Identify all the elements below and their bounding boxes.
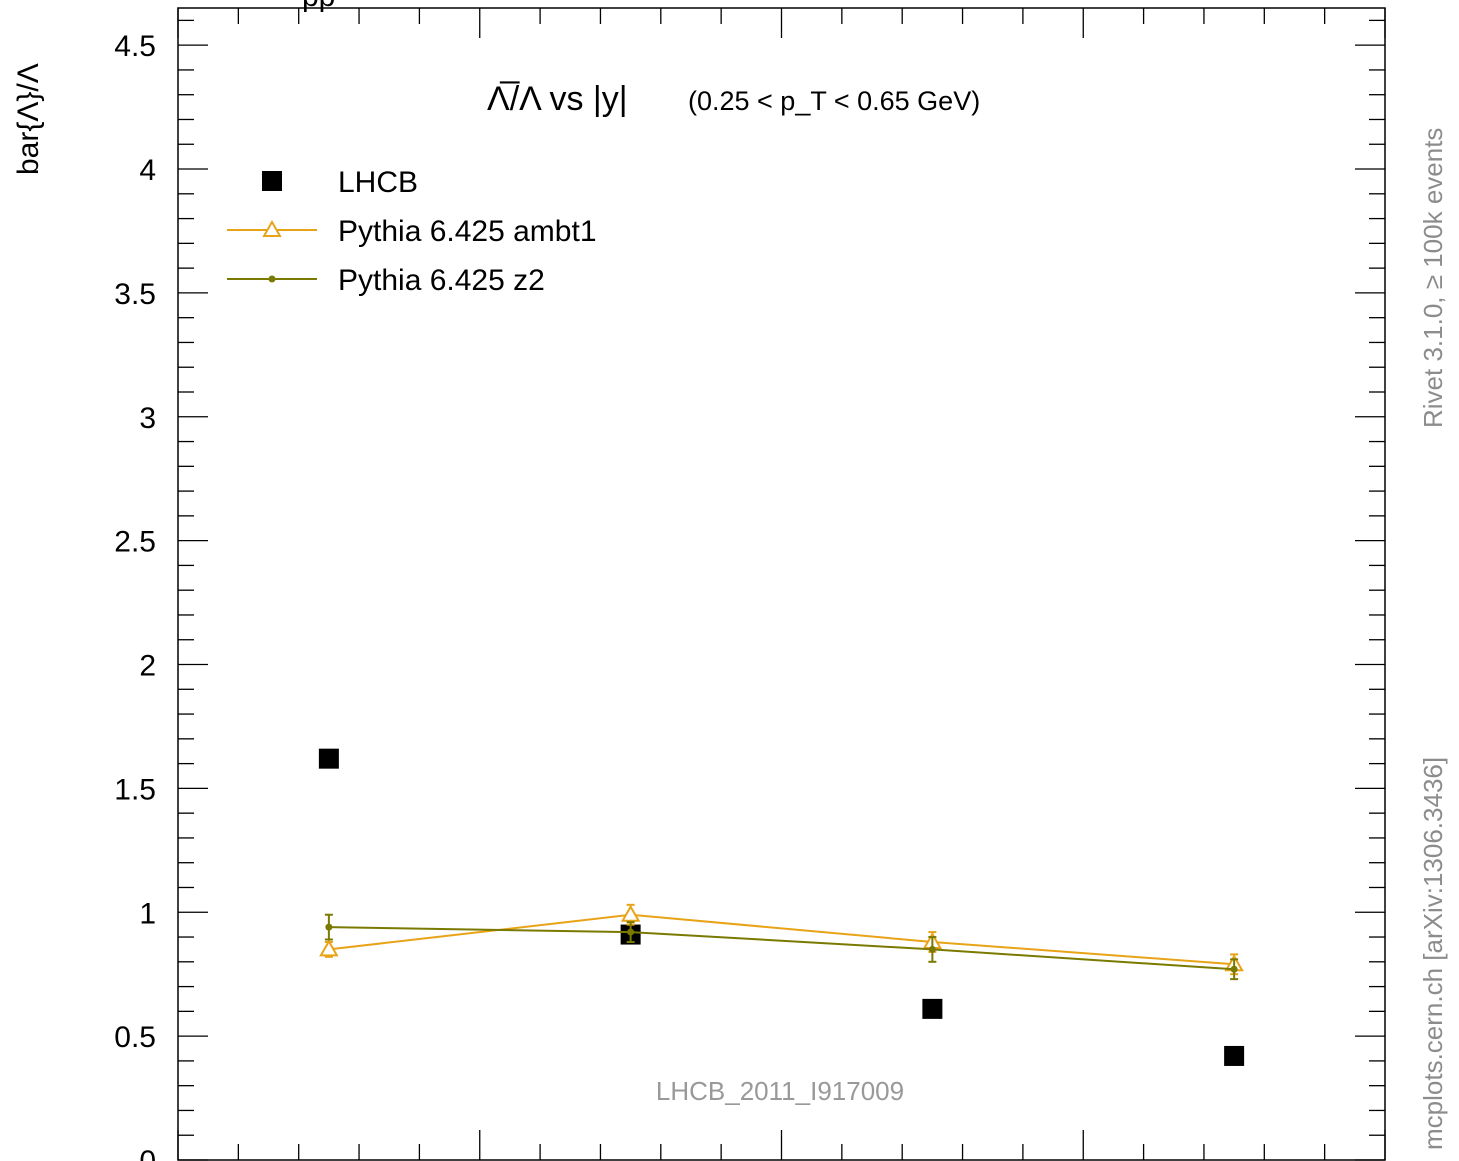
legend-lhcb-marker xyxy=(262,171,282,191)
z2-point xyxy=(1230,965,1238,973)
data-series xyxy=(318,748,1245,1066)
chart-subtitle-text: (0.25 < p_T < 0.65 GeV) xyxy=(688,86,980,116)
y-tick-label: 1 xyxy=(139,897,156,930)
y-axis-label: bar{Λ}/Λ xyxy=(12,63,45,175)
y-tick-label: 4 xyxy=(139,154,156,187)
legend: LHCB Pythia 6.425 ambt1 Pythia 6.425 z2 xyxy=(227,166,597,297)
x-axis-ticks xyxy=(177,8,1386,1160)
chart-title: Λ̅/Λ vs |y| xyxy=(487,80,628,118)
z2-point xyxy=(325,923,333,931)
lhcb-point xyxy=(318,748,339,769)
chart-title-main: Λ̅/Λ vs |y| xyxy=(487,80,628,118)
legend-label: Pythia 6.425 ambt1 xyxy=(338,215,597,248)
legend-ambt1-marker xyxy=(262,219,282,237)
rivet-label: Rivet 3.1.0, ≥ 100k events xyxy=(1418,128,1448,428)
lhcb-point xyxy=(1224,1045,1245,1066)
y-tick-label: 4.5 xyxy=(114,30,156,63)
y-tick-label: 3 xyxy=(139,402,156,435)
z2-line xyxy=(328,926,1235,971)
chart-subtitle: (0.25 < p_T < 0.65 GeV) xyxy=(688,86,980,116)
ambt1-point xyxy=(620,904,641,922)
y-tick-label: 1.5 xyxy=(114,773,156,806)
y-tick-label: 3.5 xyxy=(114,278,156,311)
y-axis-ticks xyxy=(178,19,1385,1161)
y-tick-label: 2 xyxy=(139,650,156,683)
y-tick-label: 0.5 xyxy=(114,1021,156,1054)
y-tick-label: 0 xyxy=(139,1145,156,1161)
z2-point xyxy=(627,928,635,936)
lhcb-point xyxy=(922,998,943,1019)
top-title-fragment: pp xyxy=(302,0,335,13)
y-axis-tick-labels: 0 0.5 1 1.5 2 2.5 3 3.5 4 4.5 xyxy=(114,30,156,1161)
ambt1-line xyxy=(328,913,1235,966)
legend-label: LHCB xyxy=(338,166,418,199)
legend-label: Pythia 6.425 z2 xyxy=(338,264,545,297)
mcplots-label: mcplots.cern.ch [arXiv:1306.3436] xyxy=(1418,757,1448,1150)
y-tick-label: 2.5 xyxy=(114,526,156,559)
ambt1-point xyxy=(319,939,339,957)
z2-point xyxy=(928,945,936,953)
legend-z2-marker xyxy=(268,275,276,283)
watermark-label: LHCB_2011_I917009 xyxy=(656,1076,904,1106)
